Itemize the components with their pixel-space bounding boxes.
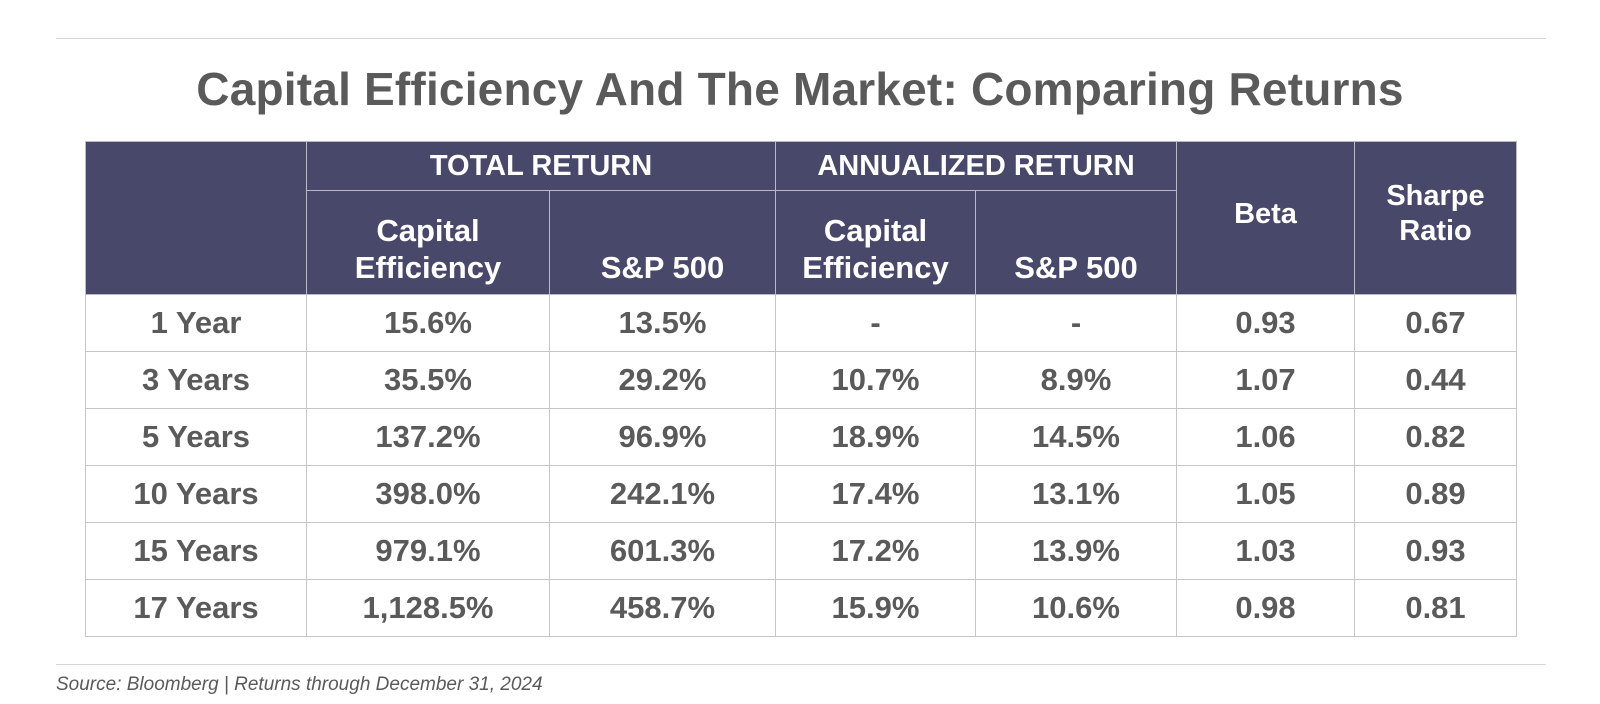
ann-ce-cell: 10.7% [775,351,976,409]
header-sharpe-line2: Ratio [1399,215,1472,247]
total-sp-cell: 601.3% [549,522,776,580]
table-row: 1 Year 15.6% 13.5% - - 0.93 0.67 [85,294,1517,352]
total-sp-cell: 29.2% [549,351,776,409]
sharpe-cell: 0.82 [1354,408,1517,466]
ann-ce-cell: - [775,294,976,352]
header-annualized-capital-efficiency: Capital Efficiency [775,190,976,295]
period-cell: 15 Years [85,522,307,580]
ann-sp-cell: 13.9% [975,522,1177,580]
returns-table: TOTAL RETURN ANNUALIZED RETURN Beta Shar… [85,141,1517,637]
ann-ce-cell: 17.4% [775,465,976,523]
header-total-sp500: S&P 500 [549,190,776,295]
header-ann-ce-line1: Capital [823,212,928,248]
ann-sp-cell: 8.9% [975,351,1177,409]
total-sp-cell: 458.7% [549,579,776,637]
total-ce-cell: 35.5% [306,351,550,409]
sharpe-cell: 0.67 [1354,294,1517,352]
period-cell: 1 Year [85,294,307,352]
beta-cell: 1.07 [1176,351,1355,409]
table-row: 5 Years 137.2% 96.9% 18.9% 14.5% 1.06 0.… [85,408,1517,466]
header-sharpe-line1: Sharpe [1386,180,1485,213]
period-cell: 5 Years [85,408,307,466]
period-cell: 3 Years [85,351,307,409]
header-corner-cell [85,141,307,295]
beta-cell: 1.03 [1176,522,1355,580]
ann-ce-cell: 15.9% [775,579,976,637]
bottom-divider [56,664,1546,665]
total-ce-cell: 979.1% [306,522,550,580]
beta-cell: 1.06 [1176,408,1355,466]
ann-sp-cell: 14.5% [975,408,1177,466]
table-title: Capital Efficiency And The Market: Compa… [196,63,1404,115]
total-ce-cell: 137.2% [306,408,550,466]
period-cell: 10 Years [85,465,307,523]
sharpe-cell: 0.93 [1354,522,1517,580]
header-total-capital-efficiency: Capital Efficiency [306,190,550,295]
header-ann-ce-line2: Efficiency [802,249,949,285]
beta-cell: 1.05 [1176,465,1355,523]
top-divider [56,38,1546,39]
source-note: Source: Bloomberg | Returns through Dece… [56,674,543,695]
beta-cell: 0.98 [1176,579,1355,637]
ann-sp-cell: 13.1% [975,465,1177,523]
total-sp-cell: 13.5% [549,294,776,352]
header-annualized-return: ANNUALIZED RETURN [775,141,1177,191]
total-ce-cell: 15.6% [306,294,550,352]
sharpe-cell: 0.44 [1354,351,1517,409]
total-sp-cell: 96.9% [549,408,776,466]
ann-ce-cell: 18.9% [775,408,976,466]
total-ce-cell: 398.0% [306,465,550,523]
sharpe-cell: 0.89 [1354,465,1517,523]
header-total-ce-line2: Efficiency [354,249,502,285]
sharpe-cell: 0.81 [1354,579,1517,637]
table-row: 15 Years 979.1% 601.3% 17.2% 13.9% 1.03 … [85,522,1517,580]
table-row: 10 Years 398.0% 242.1% 17.4% 13.1% 1.05 … [85,465,1517,523]
header-beta: Beta [1176,141,1355,295]
ann-sp-cell: - [975,294,1177,352]
period-cell: 17 Years [85,579,307,637]
header-sharpe-ratio: Sharpe Ratio [1354,141,1517,295]
total-sp-cell: 242.1% [549,465,776,523]
ann-ce-cell: 17.2% [775,522,976,580]
ann-sp-cell: 10.6% [975,579,1177,637]
table-row: 17 Years 1,128.5% 458.7% 15.9% 10.6% 0.9… [85,579,1517,637]
beta-cell: 0.93 [1176,294,1355,352]
total-ce-cell: 1,128.5% [306,579,550,637]
header-total-return: TOTAL RETURN [306,141,776,191]
table-row: 3 Years 35.5% 29.2% 10.7% 8.9% 1.07 0.44 [85,351,1517,409]
header-total-ce-line1: Capital [376,212,480,248]
header-annualized-sp500: S&P 500 [975,190,1177,295]
